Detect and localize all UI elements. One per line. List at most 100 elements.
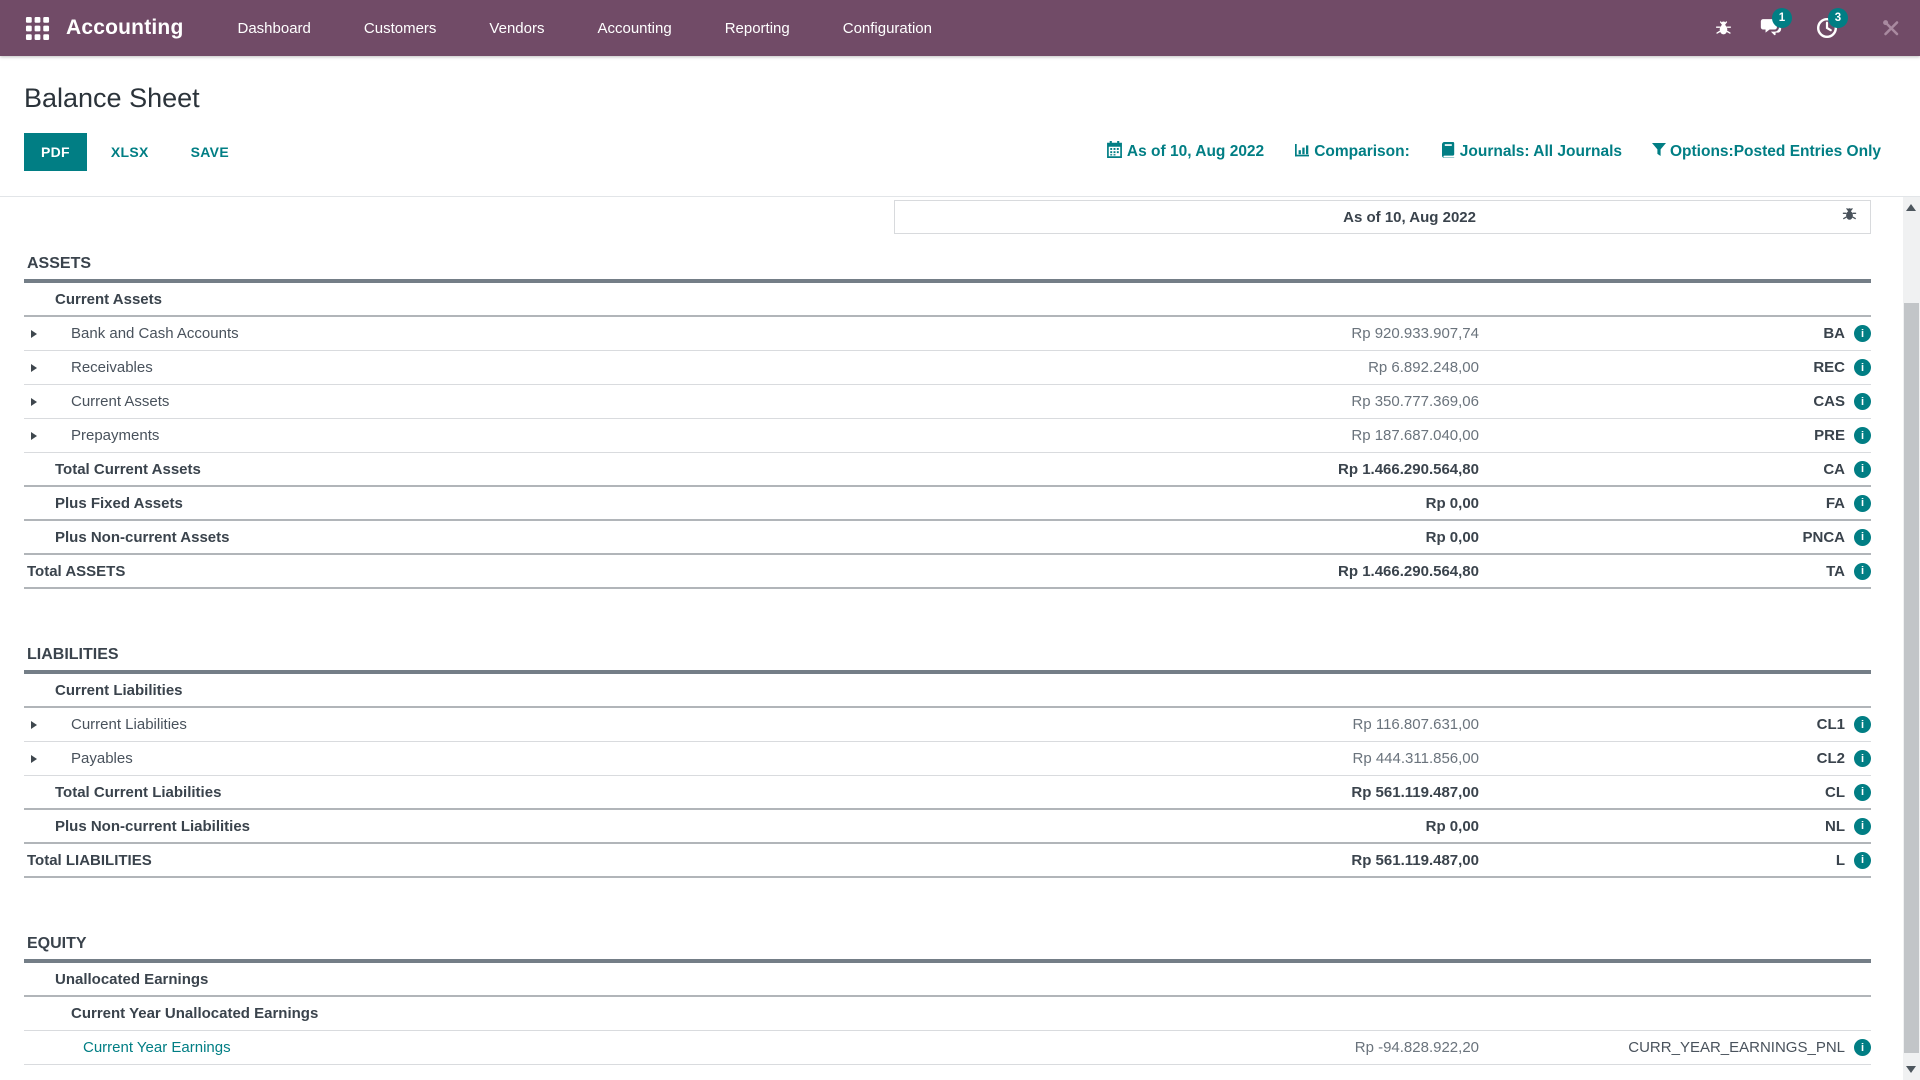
report-row[interactable]: Current Liabilities Rp 116.807.631,00 CL… (24, 708, 1871, 742)
activity-badge: 3 (1828, 8, 1848, 28)
report-filters: As of 10, Aug 2022 Comparison: Journals:… (1106, 141, 1881, 163)
scroll-down-icon[interactable] (1906, 1066, 1916, 1073)
options-filter[interactable]: Options:Posted Entries Only (1652, 142, 1881, 162)
row-label: Unallocated Earnings (55, 970, 209, 988)
info-icon[interactable] (1854, 528, 1871, 546)
info-icon[interactable] (1854, 716, 1871, 733)
bar-chart-icon (1294, 142, 1310, 163)
save-button[interactable]: SAVE (173, 133, 247, 171)
row-label: Receivables (71, 359, 153, 376)
row-code: NL (1825, 817, 1845, 835)
row-code: L (1835, 851, 1845, 869)
pdf-button[interactable]: PDF (24, 133, 87, 171)
info-icon[interactable] (1854, 817, 1871, 835)
page-title: Balance Sheet (24, 83, 200, 113)
row-label: Current Year Unallocated Earnings (71, 1005, 319, 1022)
row-amount: Rp 920.933.907,74 (1351, 325, 1479, 342)
top-navbar: Accounting Dashboard Customers Vendors A… (0, 0, 1920, 56)
date-filter[interactable]: As of 10, Aug 2022 (1106, 141, 1264, 163)
row-label: Total LIABILITIES (27, 851, 152, 869)
report-row: Current Year Unallocated Earnings (24, 997, 1871, 1031)
row-label: Total Current Assets (55, 460, 201, 478)
comparison-filter[interactable]: Comparison: (1294, 142, 1410, 163)
report-row: Plus Fixed Assets Rp 0,00 FA (24, 487, 1871, 521)
row-amount: Rp 561.119.487,00 (1351, 851, 1479, 869)
tools-icon[interactable] (1874, 11, 1908, 45)
info-icon[interactable] (1854, 783, 1871, 801)
scrollbar-thumb[interactable] (1904, 303, 1919, 1053)
apps-grid-icon[interactable] (22, 13, 52, 43)
calendar-icon (1106, 141, 1123, 163)
report-row: Current Liabilities (24, 674, 1871, 708)
row-code: TA (1826, 562, 1845, 580)
report-body: ASSETS Current Assets Bank and Cash Acco… (24, 248, 1871, 1065)
caret-right-icon (31, 397, 37, 406)
nav-item-dashboard[interactable]: Dashboard (237, 19, 311, 37)
row-amount: Rp 1.466.290.564,80 (1338, 562, 1479, 580)
info-icon[interactable] (1854, 460, 1871, 478)
balance-sheet-table: ASSETS Current Assets Bank and Cash Acco… (0, 197, 1920, 1065)
row-code: CL2 (1816, 750, 1845, 767)
nav-item-customers[interactable]: Customers (363, 19, 437, 37)
journals-filter[interactable]: Journals: All Journals (1440, 141, 1622, 163)
report-row: Total LIABILITIES Rp 561.119.487,00 L (24, 844, 1871, 878)
report-row: Current Assets (24, 283, 1871, 317)
nav-item-vendors[interactable]: Vendors (489, 19, 545, 37)
info-icon[interactable] (1854, 562, 1871, 580)
row-amount: Rp 0,00 (1425, 528, 1479, 546)
row-amount: Rp 1.466.290.564,80 (1338, 460, 1479, 478)
info-icon[interactable] (1854, 750, 1871, 767)
row-label: Current Liabilities (55, 681, 183, 699)
row-code: BA (1823, 325, 1845, 342)
info-icon[interactable] (1854, 427, 1871, 444)
info-icon[interactable] (1854, 494, 1871, 512)
info-icon[interactable] (1854, 393, 1871, 410)
nav-item-accounting[interactable]: Accounting (597, 19, 672, 37)
section-divider (24, 670, 1871, 674)
row-code: CL1 (1816, 716, 1845, 733)
section-title: EQUITY (27, 935, 87, 952)
activities-clock-icon[interactable]: 3 (1810, 8, 1848, 45)
caret-right-icon (31, 754, 37, 763)
row-label: Plus Fixed Assets (55, 494, 183, 512)
info-icon[interactable] (1854, 359, 1871, 376)
row-label: Current Assets (55, 290, 162, 308)
row-label: Prepayments (71, 427, 160, 444)
messages-icon[interactable]: 1 (1754, 8, 1792, 45)
report-row[interactable]: Prepayments Rp 187.687.040,00 PRE (24, 419, 1871, 453)
xlsx-button[interactable]: XLSX (93, 133, 167, 171)
app-name[interactable]: Accounting (66, 16, 184, 39)
vertical-scrollbar[interactable] (1903, 197, 1920, 1080)
nav-item-configuration[interactable]: Configuration (842, 19, 932, 37)
report-row[interactable]: Current Assets Rp 350.777.369,06 CAS (24, 385, 1871, 419)
report-row[interactable]: Bank and Cash Accounts Rp 920.933.907,74… (24, 317, 1871, 351)
report-section: LIABILITIES Current Liabilities Current … (24, 639, 1871, 878)
row-label: Payables (71, 750, 133, 767)
journals-filter-label: Journals: All Journals (1459, 143, 1622, 160)
report-row: Unallocated Earnings (24, 963, 1871, 997)
info-icon[interactable] (1854, 1039, 1871, 1056)
row-amount: Rp -94.828.922,20 (1354, 1039, 1479, 1056)
row-amount: Rp 116.807.631,00 (1352, 716, 1480, 733)
report-section: EQUITY Unallocated Earnings Current Year… (24, 928, 1871, 1065)
report-row[interactable]: Receivables Rp 6.892.248,00 REC (24, 351, 1871, 385)
row-code: CL (1825, 783, 1845, 801)
row-amount: Rp 444.311.856,00 (1352, 750, 1480, 767)
row-amount: Rp 187.687.040,00 (1351, 427, 1479, 444)
nav-item-reporting[interactable]: Reporting (724, 19, 790, 37)
info-icon[interactable] (1854, 325, 1871, 342)
report-row: Total Current Liabilities Rp 561.119.487… (24, 776, 1871, 810)
section-title: ASSETS (27, 255, 92, 272)
scroll-up-icon[interactable] (1906, 204, 1916, 211)
report-row[interactable]: Current Year Earnings Rp -94.828.922,20 … (24, 1031, 1871, 1065)
row-amount: Rp 6.892.248,00 (1368, 359, 1479, 376)
row-label: Plus Non-current Liabilities (55, 817, 251, 835)
report-row[interactable]: Payables Rp 444.311.856,00 CL2 (24, 742, 1871, 776)
caret-right-icon (31, 431, 37, 440)
info-icon[interactable] (1854, 851, 1871, 869)
caret-right-icon (31, 363, 37, 372)
debug-bug-icon[interactable] (1706, 11, 1740, 45)
debug-bug-icon[interactable] (1841, 206, 1858, 228)
comparison-filter-label: Comparison: (1314, 143, 1410, 160)
report-section: ASSETS Current Assets Bank and Cash Acco… (24, 248, 1871, 589)
